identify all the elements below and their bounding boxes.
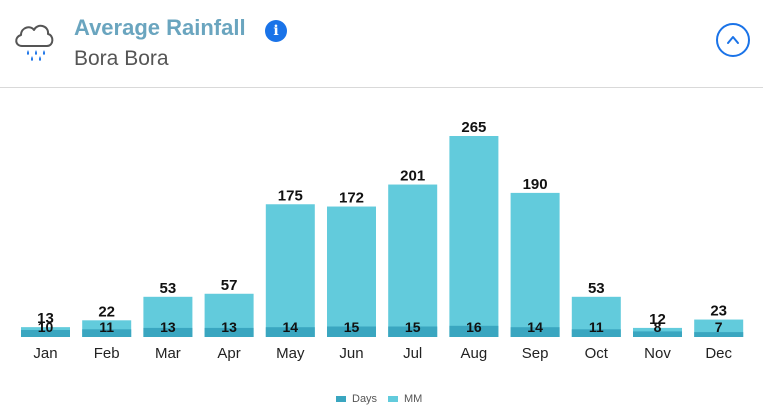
bar-mm-may[interactable] bbox=[265, 204, 315, 337]
data-label-mm-aug: 265 bbox=[461, 119, 486, 136]
collapse-button[interactable] bbox=[716, 23, 750, 57]
legend-swatch-mm bbox=[388, 396, 398, 403]
location-name: Bora Bora bbox=[74, 47, 169, 70]
x-tick-label-jun: Jun bbox=[339, 345, 363, 362]
data-label-days-mar: 13 bbox=[160, 319, 176, 335]
chart-legend: Days MM bbox=[0, 393, 763, 405]
x-tick-label-apr: Apr bbox=[217, 345, 240, 362]
data-label-days-apr: 13 bbox=[221, 319, 237, 335]
data-label-mm-apr: 57 bbox=[221, 277, 238, 294]
data-label-mm-nov: 12 bbox=[649, 311, 666, 328]
x-tick-label-nov: Nov bbox=[644, 345, 671, 362]
rain-cloud-icon bbox=[15, 24, 54, 61]
x-tick-label-dec: Dec bbox=[705, 345, 732, 362]
legend-item-days[interactable]: Days bbox=[336, 393, 377, 405]
info-icon[interactable]: i bbox=[265, 20, 287, 42]
x-tick-label-jul: Jul bbox=[403, 345, 422, 362]
bar-days-oct[interactable] bbox=[571, 329, 621, 337]
bar-days-sep[interactable] bbox=[510, 327, 560, 337]
data-label-mm-oct: 53 bbox=[588, 280, 605, 297]
data-label-days-sep: 14 bbox=[527, 319, 543, 335]
bar-days-apr[interactable] bbox=[204, 327, 254, 337]
data-label-days-jul: 15 bbox=[405, 319, 421, 335]
bar-days-jan[interactable] bbox=[21, 330, 70, 337]
bar-days-mar[interactable] bbox=[143, 327, 193, 337]
legend-swatch-days bbox=[336, 396, 346, 403]
bar-mm-jun[interactable] bbox=[327, 206, 376, 337]
bar-days-aug[interactable] bbox=[449, 325, 499, 337]
x-tick-label-aug: Aug bbox=[461, 345, 488, 362]
data-label-days-dec: 7 bbox=[715, 319, 723, 335]
data-label-days-nov: 8 bbox=[654, 319, 662, 335]
data-label-mm-jun: 172 bbox=[339, 190, 364, 207]
bar-days-jun[interactable] bbox=[327, 326, 376, 338]
data-label-days-feb: 11 bbox=[99, 319, 114, 335]
legend-label-days: Days bbox=[352, 393, 378, 405]
bar-mm-jul[interactable] bbox=[388, 184, 438, 337]
bar-days-may[interactable] bbox=[265, 327, 315, 337]
chevron-up-icon bbox=[727, 36, 739, 44]
bar-days-feb[interactable] bbox=[82, 329, 132, 337]
x-tick-label-mar: Mar bbox=[155, 345, 181, 362]
x-tick-label-jan: Jan bbox=[33, 345, 57, 362]
data-label-mm-sep: 190 bbox=[523, 176, 548, 193]
x-tick-label-may: May bbox=[276, 345, 305, 362]
x-tick-label-oct: Oct bbox=[585, 345, 609, 362]
rainfall-chart: 1310Jan2211Feb5313Mar5713Apr17514May1721… bbox=[21, 119, 744, 362]
bar-days-jul[interactable] bbox=[388, 326, 438, 338]
bar-days-nov[interactable] bbox=[633, 331, 682, 337]
bar-mm-aug[interactable] bbox=[449, 136, 499, 337]
x-tick-label-feb: Feb bbox=[94, 345, 120, 362]
data-label-days-aug: 16 bbox=[466, 319, 482, 335]
data-label-days-may: 14 bbox=[283, 319, 299, 335]
data-label-mm-jan: 13 bbox=[37, 310, 54, 327]
data-label-days-oct: 11 bbox=[589, 319, 604, 335]
data-label-mm-jul: 201 bbox=[400, 168, 425, 185]
data-label-days-jun: 15 bbox=[344, 319, 360, 335]
widget-title: Average Rainfall bbox=[74, 15, 246, 40]
legend-label-mm: MM bbox=[404, 393, 423, 405]
legend-item-mm[interactable]: MM bbox=[388, 393, 422, 405]
widget-header: Average Rainfall i Bora Bora bbox=[0, 0, 763, 88]
data-label-days-jan: 10 bbox=[38, 319, 54, 335]
data-label-mm-feb: 22 bbox=[98, 303, 115, 320]
data-label-mm-dec: 23 bbox=[710, 303, 727, 320]
x-tick-label-sep: Sep bbox=[522, 345, 549, 362]
bar-days-dec[interactable] bbox=[694, 332, 744, 337]
data-label-mm-mar: 53 bbox=[160, 280, 177, 297]
bar-mm-sep[interactable] bbox=[510, 192, 560, 337]
data-label-mm-may: 175 bbox=[278, 187, 303, 204]
